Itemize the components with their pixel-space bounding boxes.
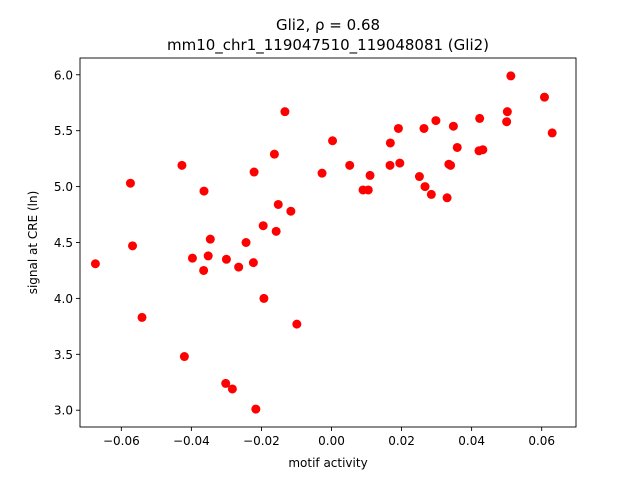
y-axis-ticks: 3.0 3.5 4.0 4.5 5.0 5.5 6.0 bbox=[54, 68, 80, 418]
chart-title-line2: mm10_chr1_119047510_119048081 (Gli2) bbox=[167, 36, 489, 55]
data-point bbox=[137, 312, 147, 322]
y-tick-label: 5.0 bbox=[54, 180, 73, 194]
data-point bbox=[128, 241, 138, 251]
data-point bbox=[385, 138, 395, 148]
x-tick-label: 0.06 bbox=[528, 434, 555, 448]
x-tick-label: 0.02 bbox=[388, 434, 415, 448]
data-point bbox=[502, 117, 512, 127]
data-point bbox=[365, 170, 375, 180]
data-point bbox=[317, 168, 327, 178]
data-point bbox=[393, 123, 403, 133]
data-point bbox=[419, 123, 429, 133]
data-point bbox=[431, 116, 441, 126]
data-point bbox=[241, 238, 251, 247]
data-point bbox=[502, 107, 512, 117]
data-point bbox=[280, 107, 290, 117]
data-point bbox=[248, 258, 258, 268]
data-point bbox=[234, 262, 244, 272]
data-points bbox=[90, 71, 557, 414]
data-point bbox=[506, 71, 516, 81]
data-point bbox=[249, 167, 259, 177]
data-point bbox=[259, 293, 269, 303]
data-point bbox=[363, 185, 373, 195]
y-tick-label: 3.5 bbox=[54, 348, 73, 362]
x-axis-ticks: −0.06 −0.04 −0.02 0.00 0.02 0.04 0.06 bbox=[103, 427, 555, 448]
data-point bbox=[177, 160, 187, 170]
data-point bbox=[199, 186, 209, 196]
y-axis-label: signal at CRE (ln) bbox=[26, 191, 40, 295]
x-tick-label: 0.04 bbox=[458, 434, 485, 448]
data-point bbox=[385, 160, 395, 170]
data-point bbox=[203, 251, 213, 261]
data-point bbox=[221, 378, 231, 388]
data-point bbox=[273, 199, 283, 209]
data-point bbox=[448, 121, 458, 131]
data-point bbox=[420, 182, 430, 192]
data-point bbox=[205, 234, 215, 244]
x-tick-label: −0.06 bbox=[103, 434, 140, 448]
data-point bbox=[414, 172, 424, 182]
data-point bbox=[539, 92, 549, 102]
data-point bbox=[271, 226, 281, 236]
data-point bbox=[187, 253, 197, 263]
x-tick-label: −0.02 bbox=[243, 434, 280, 448]
x-tick-label: −0.04 bbox=[173, 434, 210, 448]
data-point bbox=[269, 149, 279, 159]
plot-area-frame bbox=[79, 57, 577, 428]
data-point bbox=[221, 254, 231, 264]
data-point bbox=[446, 160, 456, 170]
data-point bbox=[258, 221, 268, 231]
data-point bbox=[547, 128, 557, 138]
data-point bbox=[345, 160, 355, 170]
data-point bbox=[90, 259, 100, 269]
y-tick-label: 6.0 bbox=[54, 68, 73, 82]
x-tick-label: 0.00 bbox=[318, 434, 345, 448]
data-point bbox=[452, 142, 462, 152]
y-tick-label: 4.0 bbox=[54, 292, 73, 306]
x-axis-label: motif activity bbox=[288, 456, 367, 470]
data-point bbox=[328, 136, 338, 146]
data-point bbox=[125, 178, 135, 188]
y-tick-label: 5.5 bbox=[54, 124, 73, 138]
data-point bbox=[179, 352, 189, 362]
chart-title-line1: Gli2, ρ = 0.68 bbox=[276, 16, 380, 34]
y-tick-label: 4.5 bbox=[54, 236, 73, 250]
data-point bbox=[227, 384, 237, 394]
data-point bbox=[475, 113, 485, 123]
data-point bbox=[251, 404, 261, 414]
data-point bbox=[199, 265, 209, 275]
data-point bbox=[478, 145, 488, 155]
y-tick-label: 3.0 bbox=[54, 404, 73, 418]
data-point bbox=[395, 158, 405, 168]
data-point bbox=[286, 206, 296, 216]
data-point bbox=[292, 319, 302, 329]
data-point bbox=[442, 193, 452, 203]
data-point bbox=[426, 189, 436, 199]
